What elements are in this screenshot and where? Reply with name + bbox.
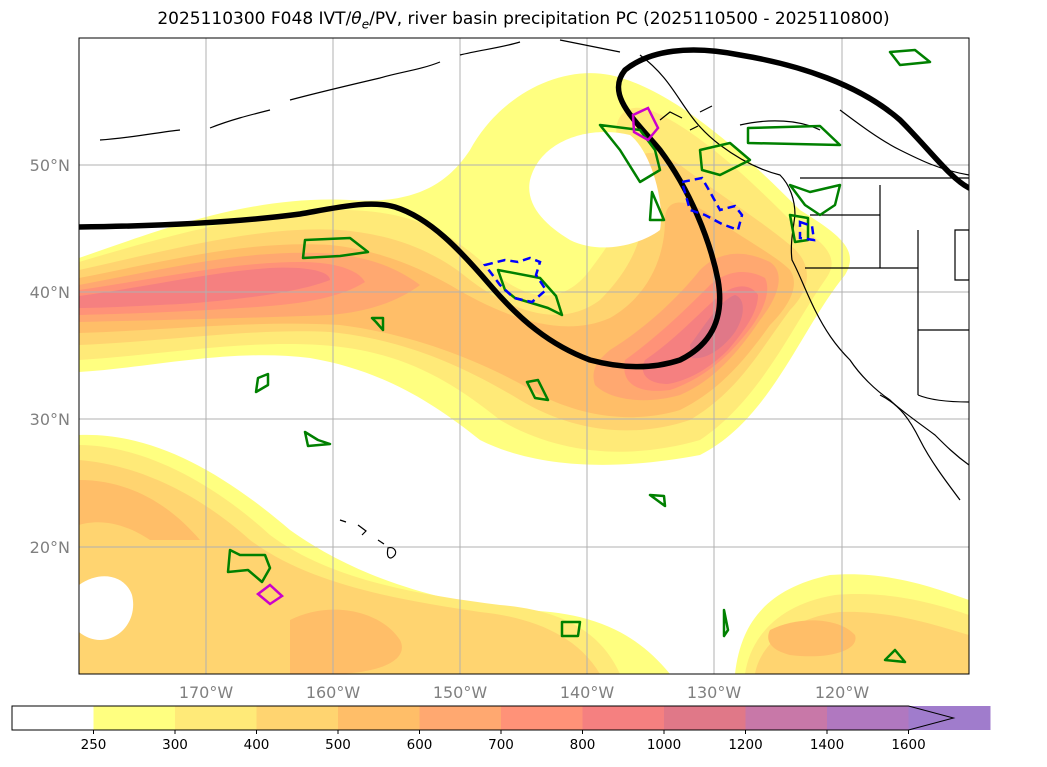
lat-tick-labels: 50°N 40°N 30°N 20°N bbox=[30, 156, 70, 557]
colorbar-cell bbox=[827, 706, 909, 730]
colorbar-cell bbox=[338, 706, 420, 730]
colorbar-tick-label: 400 bbox=[244, 737, 270, 753]
title-rest: /PV, river basin precipitation PC (20251… bbox=[369, 9, 890, 29]
colorbar-cell bbox=[664, 706, 746, 730]
colorbar-tick-label: 1000 bbox=[647, 737, 681, 753]
colorbar-tick-label: 700 bbox=[488, 737, 514, 753]
colorbar-outline bbox=[11, 705, 956, 731]
colorbar-cell bbox=[419, 706, 502, 730]
basin-contours-positive bbox=[226, 48, 932, 664]
colorbar-tick-label: 250 bbox=[81, 737, 107, 753]
lon-tick-130w: 130°W bbox=[687, 683, 742, 702]
colorbar-cell bbox=[12, 706, 94, 730]
colorbar-cell bbox=[582, 706, 665, 730]
colorbar-tick-label: 1600 bbox=[891, 737, 925, 753]
coastlines bbox=[99, 39, 969, 559]
lon-tick-170w: 170°W bbox=[179, 683, 234, 702]
lon-tick-160w: 160°W bbox=[306, 683, 361, 702]
title-main: 2025110300 F048 IVT/ bbox=[157, 9, 352, 29]
lon-tick-labels: 170°W 160°W 150°W 140°W 130°W 120°W bbox=[179, 683, 870, 702]
lon-tick-150w: 150°W bbox=[433, 683, 488, 702]
lat-tick-20: 20°N bbox=[30, 538, 70, 557]
pv-contour bbox=[79, 47, 969, 370]
colorbar-tick-label: 600 bbox=[407, 737, 433, 753]
colorbar-tick-label: 300 bbox=[162, 737, 188, 753]
colorbar-tick-label: 1200 bbox=[728, 737, 762, 753]
colorbar: 250 300 400 500 600 700 800 1000 1200 1400 1600 bbox=[11, 705, 991, 753]
lon-tick-120w: 120°W bbox=[815, 683, 870, 702]
theta-symbol: θ bbox=[351, 9, 362, 29]
colorbar-cell bbox=[745, 706, 828, 730]
colorbar-tick-label: 500 bbox=[325, 737, 351, 753]
colorbar-cell bbox=[93, 706, 176, 730]
colorbar-cell bbox=[256, 706, 339, 730]
colorbar-cell bbox=[175, 706, 257, 730]
theta-subscript: e bbox=[361, 17, 370, 32]
colorbar-tick-label: 800 bbox=[570, 737, 596, 753]
figure-title: 2025110300 F048 IVT/θe/PV, river basin p… bbox=[0, 9, 1047, 31]
lat-tick-50: 50°N bbox=[30, 156, 70, 175]
lon-tick-140w: 140°W bbox=[560, 683, 615, 702]
colorbar-tick-label: 1400 bbox=[810, 737, 844, 753]
colorbar-extend-arrow bbox=[908, 706, 954, 730]
ivt-filled-contours bbox=[79, 73, 969, 674]
ivt-minimum-hole-south bbox=[79, 576, 134, 640]
lat-tick-40: 40°N bbox=[30, 283, 70, 302]
map-frame bbox=[78, 37, 970, 675]
basin-contours-strong bbox=[255, 106, 660, 606]
lat-tick-30: 30°N bbox=[30, 410, 70, 429]
basin-contours-negative bbox=[482, 176, 816, 304]
colorbar-cell bbox=[501, 706, 583, 730]
